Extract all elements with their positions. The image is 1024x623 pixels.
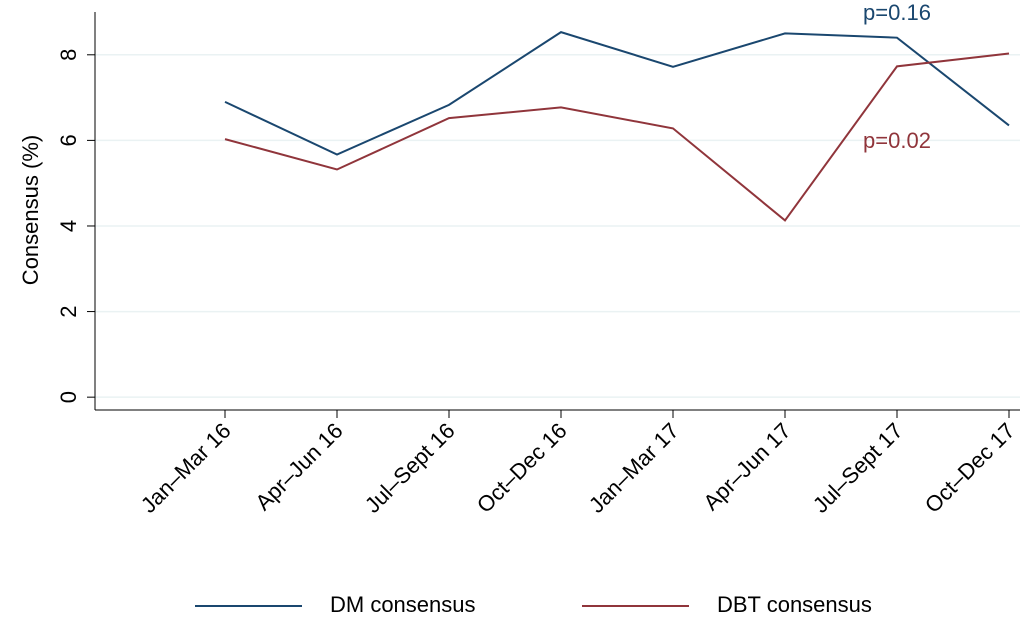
y-tick-label: 2 — [56, 305, 81, 317]
y-tick-label: 4 — [56, 220, 81, 232]
legend-label: DBT consensus — [717, 592, 872, 617]
annotation: p=0.16 — [863, 0, 931, 25]
legend-label: DM consensus — [330, 592, 476, 617]
annotation: p=0.02 — [863, 128, 931, 153]
y-tick-label: 8 — [56, 49, 81, 61]
y-tick-label: 6 — [56, 134, 81, 146]
y-tick-label: 0 — [56, 391, 81, 403]
data-line — [224, 31, 1010, 156]
y-axis-label: Consensus (%) — [18, 135, 43, 285]
data-line — [224, 52, 1010, 222]
